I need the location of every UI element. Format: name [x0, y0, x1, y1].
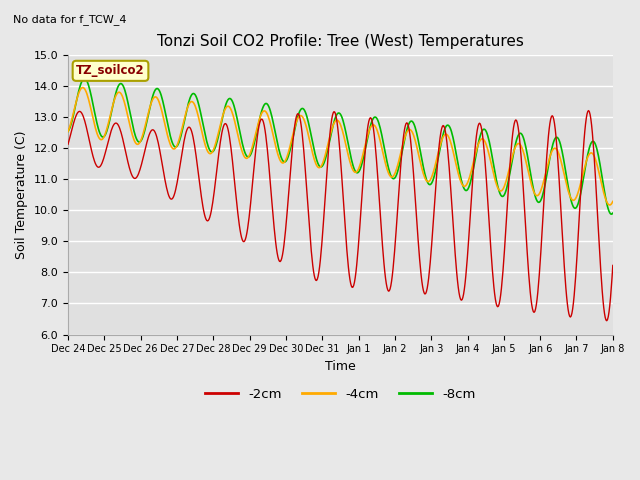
- Text: No data for f_TCW_4: No data for f_TCW_4: [13, 14, 126, 25]
- Legend: -2cm, -4cm, -8cm: -2cm, -4cm, -8cm: [200, 383, 481, 406]
- X-axis label: Time: Time: [325, 360, 356, 373]
- Y-axis label: Soil Temperature (C): Soil Temperature (C): [15, 130, 28, 259]
- Title: Tonzi Soil CO2 Profile: Tree (West) Temperatures: Tonzi Soil CO2 Profile: Tree (West) Temp…: [157, 34, 524, 49]
- Text: TZ_soilco2: TZ_soilco2: [76, 64, 145, 77]
